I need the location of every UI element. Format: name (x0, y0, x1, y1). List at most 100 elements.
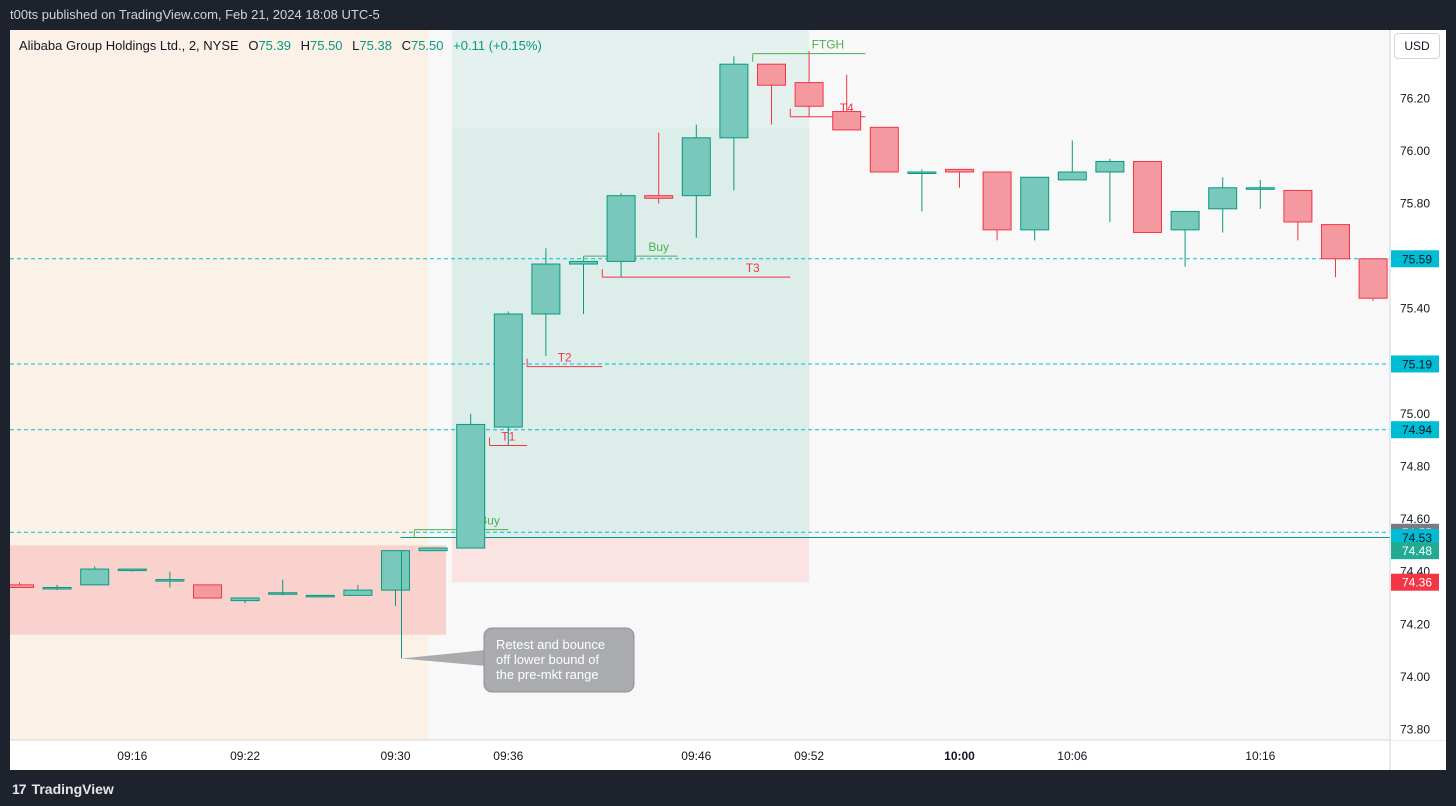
candle-0940[interactable] (569, 260, 598, 314)
candle-1006[interactable] (1057, 140, 1087, 181)
candle-body (418, 547, 448, 552)
price-tick-label: 75.80 (1400, 197, 1430, 211)
time-tick-label: 09:52 (794, 749, 824, 763)
candle-body (268, 592, 298, 595)
candle-body (945, 168, 974, 173)
time-tick-label: 09:16 (117, 749, 147, 763)
price-badge-74.48-bg (1391, 542, 1439, 560)
symbol-name: Alibaba Group Holdings Ltd., 2, NYSE (19, 38, 239, 53)
candle-body (1245, 187, 1275, 190)
candle-body (1283, 189, 1313, 223)
tradingview-logo[interactable]: 17 TradingView (12, 781, 114, 797)
candle-0932[interactable] (418, 547, 448, 552)
candle-0914[interactable] (80, 566, 110, 586)
candle-body (456, 423, 486, 549)
candle-body (719, 63, 749, 139)
candle-body (1358, 258, 1388, 299)
price-badge-74.36: 74.36 (1402, 576, 1432, 590)
price-tick-label: 74.80 (1400, 460, 1430, 474)
candle-0934[interactable] (456, 413, 486, 549)
candle-1010[interactable] (1133, 160, 1162, 233)
candle-body (10, 584, 34, 588)
annotation-label-t3: T3 (746, 261, 760, 275)
candle-1020[interactable] (1321, 224, 1350, 278)
time-tick-label: 10:06 (1057, 749, 1087, 763)
footer: 17 TradingView (0, 772, 1456, 806)
price-tick-label: 76.20 (1400, 91, 1430, 105)
candle-body (794, 82, 824, 107)
time-tick-label: 09:22 (230, 749, 260, 763)
currency-button[interactable]: USD (1394, 33, 1440, 59)
candle-0942[interactable] (606, 193, 636, 278)
price-tick-label: 76.00 (1400, 144, 1430, 158)
price-axis (1390, 30, 1446, 740)
candle-1022[interactable] (1358, 258, 1388, 301)
candle-1004[interactable] (1020, 176, 1050, 241)
candle-body (907, 171, 937, 174)
candle-1016[interactable] (1245, 179, 1275, 209)
candle-0946[interactable] (681, 124, 711, 238)
price-tick-label: 74.60 (1400, 512, 1430, 526)
annotation-label-ftgh: FTGH (812, 38, 845, 52)
callout-text-line: Retest and bounce (496, 637, 605, 652)
candle-0920[interactable] (193, 584, 222, 599)
candle-0916[interactable] (117, 568, 147, 572)
candle-0922[interactable] (230, 597, 260, 604)
publisher-bar: t00ts published on TradingView.com, Feb … (0, 0, 1456, 30)
price-tick-label: 75.00 (1400, 407, 1430, 421)
candle-0910[interactable] (10, 582, 34, 588)
price-tick-label: 74.00 (1400, 670, 1430, 684)
candle-0938[interactable] (531, 248, 561, 357)
zone-position-risk (451, 537, 810, 583)
candle-0930[interactable] (381, 550, 410, 606)
candle-body (1321, 224, 1350, 260)
callout-pointer (401, 650, 486, 666)
candle-1014[interactable] (1208, 177, 1238, 233)
candle-0928[interactable] (343, 584, 373, 596)
callout-text-line: off lower bound of (496, 652, 599, 667)
candle-0912[interactable] (42, 584, 72, 591)
candle-0958[interactable] (907, 169, 937, 212)
level-badge-75.19: 75.19 (1402, 357, 1432, 371)
candle-0918[interactable] (155, 571, 185, 588)
symbol-legend: Alibaba Group Holdings Ltd., 2, NYSE O75… (19, 38, 542, 53)
candle-0954[interactable] (832, 74, 862, 131)
candle-body (681, 137, 711, 197)
candle-body (606, 195, 636, 262)
candle-body (644, 195, 674, 199)
candle-body (1133, 160, 1162, 233)
candle-0944[interactable] (644, 132, 674, 204)
close-label: C (401, 38, 411, 53)
level-badge-75.59: 75.59 (1402, 252, 1432, 266)
candle-0952[interactable] (794, 51, 824, 117)
annotation-label-buy: Buy (648, 240, 669, 254)
candle-1008[interactable] (1095, 158, 1125, 222)
candle-0936[interactable] (493, 311, 523, 446)
price-badge-74.48: 74.48 (1402, 544, 1432, 558)
time-tick-label: 09:36 (493, 749, 523, 763)
candle-body (531, 263, 561, 315)
brand-name: TradingView (31, 781, 114, 797)
candle-0924[interactable] (268, 579, 298, 596)
candle-0956[interactable] (869, 126, 899, 173)
candle-1002[interactable] (982, 171, 1012, 241)
candle-0926[interactable] (305, 594, 335, 598)
level-badge-74.94-bg (1391, 421, 1439, 439)
candle-1018[interactable] (1283, 189, 1313, 241)
candle-1000[interactable] (945, 168, 974, 188)
candle-1012[interactable] (1170, 210, 1200, 267)
level-badge-74.94: 74.94 (1402, 423, 1432, 437)
candle-body (230, 597, 260, 602)
candle-0948[interactable] (719, 56, 749, 191)
zone-premarket-range (10, 545, 446, 635)
price-tick-label: 75.40 (1400, 302, 1430, 316)
candle-body (193, 584, 222, 599)
chart-pane[interactable]: Buy Buy FTGH T1 T2 T3 T4 Retest and bounce off … (10, 30, 1446, 770)
candle-0950[interactable] (757, 63, 786, 125)
callout-box (483, 627, 635, 693)
change-value: +0.11 (+0.15%) (453, 38, 542, 53)
price-badge-74.53: 74.53 (1402, 531, 1432, 545)
tradingview-logo-icon: 17 (12, 781, 27, 797)
candle-body (832, 111, 862, 131)
